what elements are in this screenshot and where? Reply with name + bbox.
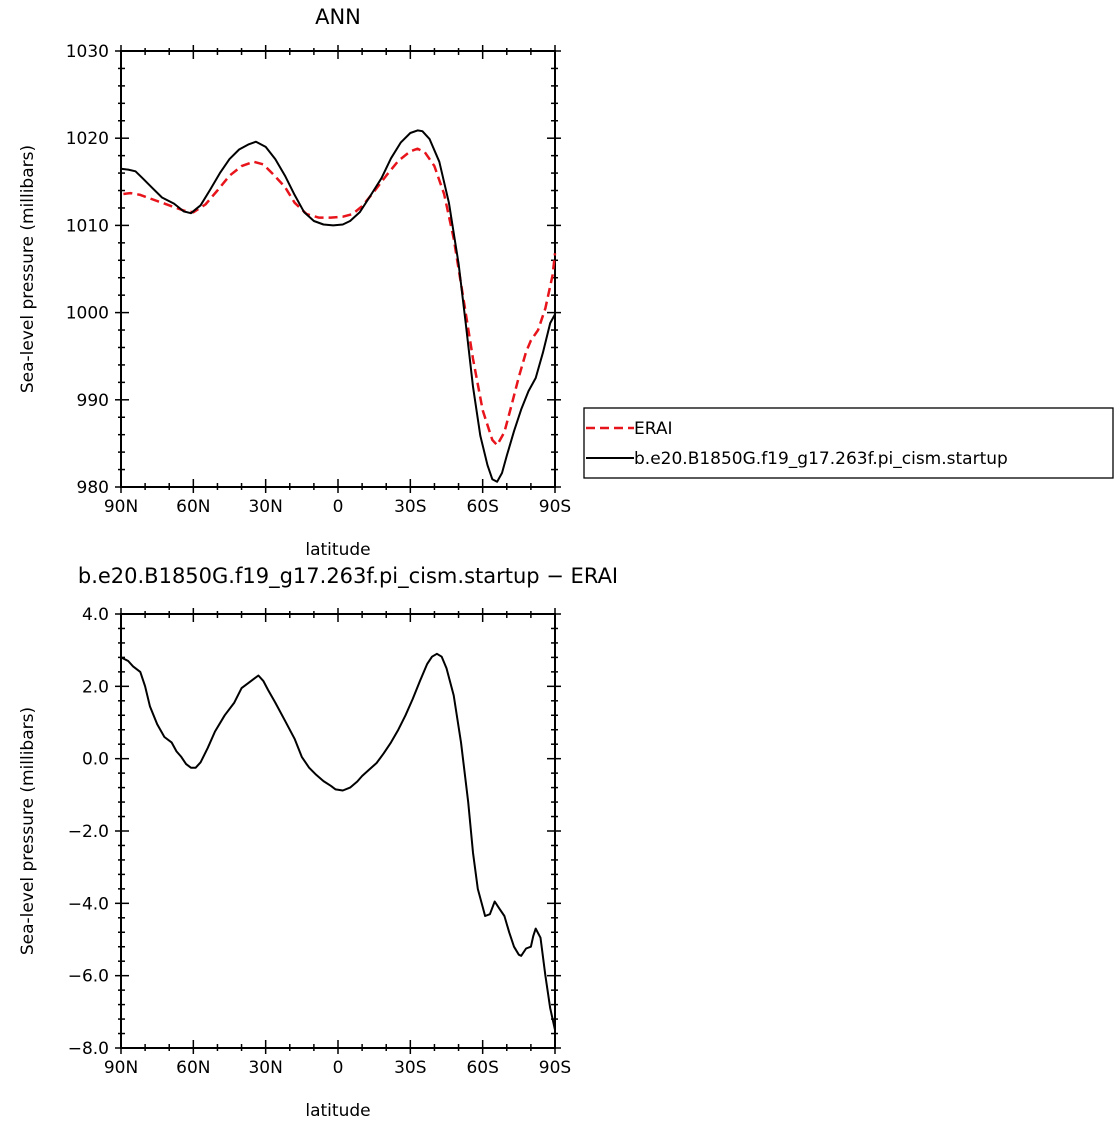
y-tick-label: 1030 (66, 42, 109, 62)
chart-title: ANN (315, 5, 361, 29)
series-lines (120, 129, 557, 483)
panel-annual-slp: ANN 980 990 1000 1010 1020 1030 90N 60N 30N 0 30S… (18, 5, 1114, 560)
series-lines (120, 652, 556, 1031)
y-tick-label: 2.0 (82, 677, 109, 697)
x-tick-labels: 90N 60N 30N 0 30S 60S 90S (104, 1058, 571, 1078)
y-tick-label: −4.0 (68, 894, 109, 914)
x-tick-label: 60S (466, 497, 498, 517)
x-tick-label: 30N (248, 497, 282, 517)
x-tick-label: 90S (539, 1058, 571, 1078)
plot-frame (120, 613, 556, 1049)
y-tick-labels: 980 990 1000 1010 1020 1030 (66, 42, 109, 498)
y-tick-label: 1010 (66, 216, 109, 236)
panel-difference: b.e20.B1850G.f19_g17.263f.pi_cism.startu… (18, 564, 618, 1121)
y-tick-label: −2.0 (68, 822, 109, 842)
series-line-b-e20-b1850g-f19-g17-263f-pi-cism-startup (120, 129, 556, 483)
x-tick-label: 0 (333, 1058, 344, 1078)
x-tick-label: 60S (466, 1058, 498, 1078)
y-axis-label: Sea-level pressure (millibars) (18, 145, 38, 393)
axis-ticks (115, 45, 561, 493)
x-tick-labels: 90N 60N 30N 0 30S 60S 90S (104, 497, 571, 517)
x-tick-label: 30S (394, 1058, 426, 1078)
legend-box (583, 407, 1114, 479)
y-tick-label: 980 (77, 478, 109, 498)
x-tick-label: 60N (176, 1058, 210, 1078)
y-tick-label: 4.0 (82, 605, 109, 625)
legend-label-model: b.e20.B1850G.f19_g17.263f.pi_cism.startu… (634, 449, 1008, 469)
y-tick-label: −6.0 (68, 967, 109, 987)
legend: ERAI b.e20.B1850G.f19_g17.263f.pi_cism.s… (583, 407, 1114, 479)
x-tick-label: 90S (539, 497, 571, 517)
axis-ticks (115, 608, 561, 1054)
y-tick-label: 0.0 (82, 750, 109, 770)
legend-label-erai: ERAI (634, 419, 673, 439)
y-tick-label: 990 (77, 391, 109, 411)
x-tick-label: 30S (394, 497, 426, 517)
plot-frame (120, 50, 556, 488)
x-tick-label: 30N (248, 1058, 282, 1078)
series-line-difference (120, 652, 556, 1031)
x-axis-label: latitude (305, 1101, 370, 1121)
x-tick-label: 60N (176, 497, 210, 517)
y-tick-labels: −8.0 −6.0 −4.0 −2.0 0.0 2.0 4.0 (68, 605, 109, 1059)
x-tick-label: 0 (333, 497, 344, 517)
y-axis-label: Sea-level pressure (millibars) (18, 707, 38, 955)
chart-title: b.e20.B1850G.f19_g17.263f.pi_cism.startu… (78, 564, 618, 589)
series-line-erai (123, 147, 557, 447)
y-tick-label: −8.0 (68, 1039, 109, 1059)
x-tick-label: 90N (104, 497, 138, 517)
x-axis-label: latitude (305, 540, 370, 560)
x-tick-label: 90N (104, 1058, 138, 1078)
y-tick-label: 1000 (66, 304, 109, 324)
y-tick-label: 1020 (66, 129, 109, 149)
